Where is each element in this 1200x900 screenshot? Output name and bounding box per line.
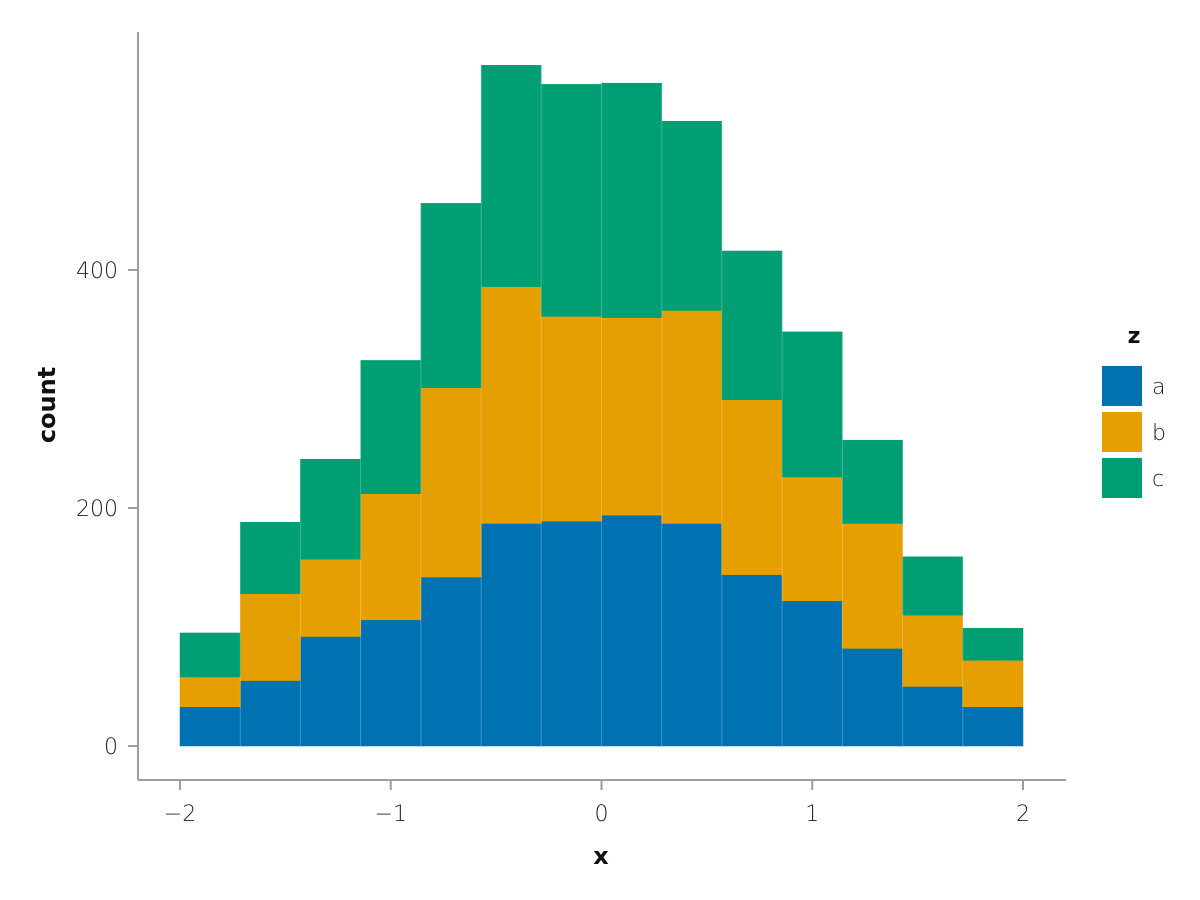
bar-a-7 <box>601 514 663 747</box>
bar-c-2 <box>300 458 361 560</box>
bar-a-13 <box>962 706 1024 747</box>
bar-b-4 <box>420 387 482 578</box>
bar-b-0 <box>179 676 241 707</box>
bar-c-10 <box>781 331 843 478</box>
bar-a-1 <box>240 680 301 747</box>
x-tick-label: 0 <box>595 802 609 827</box>
bars-group <box>179 65 1024 747</box>
y-ticks-group: 0 200 400 <box>76 259 138 760</box>
y-axis-title: count <box>33 367 61 443</box>
x-axis-title: x <box>593 842 609 870</box>
bar-b-7 <box>601 317 663 516</box>
legend-swatch-c <box>1102 458 1142 498</box>
legend: z abc <box>1102 324 1166 498</box>
bar-c-6 <box>540 84 602 317</box>
bar-a-8 <box>661 523 723 747</box>
legend-swatch-b <box>1102 412 1142 452</box>
x-tick-label: −2 <box>164 802 196 827</box>
bar-c-12 <box>902 556 963 616</box>
legend-swatch-a <box>1102 366 1142 406</box>
legend-label-a: a <box>1152 375 1165 400</box>
x-tick-label: 2 <box>1016 802 1030 827</box>
bar-a-2 <box>300 636 361 747</box>
bar-b-8 <box>661 310 723 524</box>
y-tick-label: 200 <box>76 497 118 522</box>
x-tick-label: 1 <box>805 802 819 827</box>
bar-b-3 <box>360 493 422 621</box>
bar-b-1 <box>240 593 301 681</box>
bar-a-12 <box>902 686 963 747</box>
bar-b-13 <box>962 660 1024 707</box>
bar-c-1 <box>240 522 301 594</box>
bar-a-3 <box>360 619 422 747</box>
y-tick-label: 400 <box>76 259 118 284</box>
bar-b-12 <box>902 614 963 687</box>
bar-c-4 <box>420 203 482 389</box>
bar-a-6 <box>540 520 602 747</box>
bar-c-7 <box>601 82 663 318</box>
bar-a-11 <box>842 648 903 747</box>
bar-b-9 <box>721 399 783 575</box>
bar-c-8 <box>661 121 723 311</box>
bar-c-11 <box>842 439 903 524</box>
legend-label-b: b <box>1152 421 1166 446</box>
y-tick-label: 0 <box>104 735 118 760</box>
bar-b-6 <box>540 316 602 522</box>
x-ticks-group: −2 −1 0 1 2 <box>164 780 1030 827</box>
bar-c-0 <box>179 632 241 678</box>
legend-label-c: c <box>1152 467 1164 492</box>
bar-b-2 <box>300 558 361 637</box>
legend-title: z <box>1128 324 1141 349</box>
bar-a-0 <box>179 706 241 747</box>
bar-b-5 <box>480 286 542 524</box>
bar-a-4 <box>420 576 482 747</box>
bar-c-9 <box>721 250 783 400</box>
bar-a-10 <box>781 600 843 747</box>
x-tick-label: −1 <box>375 802 407 827</box>
bar-b-11 <box>842 523 903 649</box>
bar-b-10 <box>781 476 843 602</box>
bar-a-9 <box>721 574 783 747</box>
bar-c-13 <box>962 627 1024 661</box>
bar-c-5 <box>480 65 542 287</box>
bar-c-3 <box>360 360 422 494</box>
bar-a-5 <box>480 523 542 747</box>
